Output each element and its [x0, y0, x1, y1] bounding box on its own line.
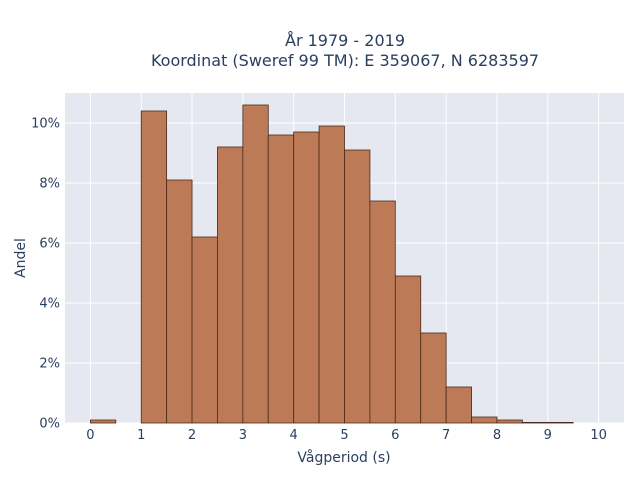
- histogram-bar: [369, 200, 396, 424]
- x-tick-label: 4: [290, 428, 298, 443]
- x-tick-label: 5: [340, 428, 348, 443]
- y-tick-label: 2%: [39, 357, 60, 372]
- histogram-bar: [166, 179, 193, 424]
- x-tick-label: 2: [188, 428, 196, 443]
- tick-labels: 0 1 2 3 4 5 6 7 8 9 10 0% 2% 4% 6% 8% 10%: [31, 117, 607, 444]
- histogram-bar: [293, 131, 320, 424]
- histogram-bar: [471, 416, 498, 424]
- histogram-bar: [267, 134, 295, 424]
- bars: [90, 104, 574, 424]
- histogram-bar: [217, 146, 244, 424]
- x-tick-label: 10: [590, 428, 607, 443]
- histogram-bar: [547, 421, 574, 424]
- x-axis-title: Vågperiod (s): [297, 449, 390, 466]
- histogram-bar: [318, 125, 345, 424]
- histogram-bar: [90, 419, 117, 424]
- x-tick-label: 6: [391, 428, 399, 443]
- histogram-bar: [140, 110, 168, 424]
- histogram-bar: [344, 149, 371, 424]
- y-tick-label: 0%: [39, 417, 60, 432]
- y-tick-label: 4%: [39, 297, 60, 312]
- histogram-bar: [496, 419, 523, 424]
- histogram-bar: [521, 421, 549, 424]
- y-tick-label: 6%: [39, 237, 60, 252]
- chart-title-line-1: År 1979 - 2019: [285, 31, 405, 50]
- x-tick-label: 1: [137, 428, 145, 443]
- x-tick-label: 9: [544, 428, 552, 443]
- y-axis-title: Andel: [13, 238, 29, 278]
- y-tick-label: 8%: [39, 177, 60, 192]
- y-tick-label: 10%: [31, 117, 60, 132]
- chart-title-line-2: Koordinat (Sweref 99 TM): E 359067, N 62…: [151, 51, 539, 70]
- histogram-bar: [394, 275, 422, 424]
- x-tick-label: 8: [493, 428, 501, 443]
- x-tick-label: 3: [239, 428, 247, 443]
- histogram-bar: [242, 104, 269, 424]
- x-tick-label: 0: [86, 428, 94, 443]
- histogram-bar: [191, 236, 218, 424]
- x-tick-label: 7: [442, 428, 450, 443]
- histogram-bar: [420, 332, 447, 424]
- histogram-bar: [445, 386, 472, 424]
